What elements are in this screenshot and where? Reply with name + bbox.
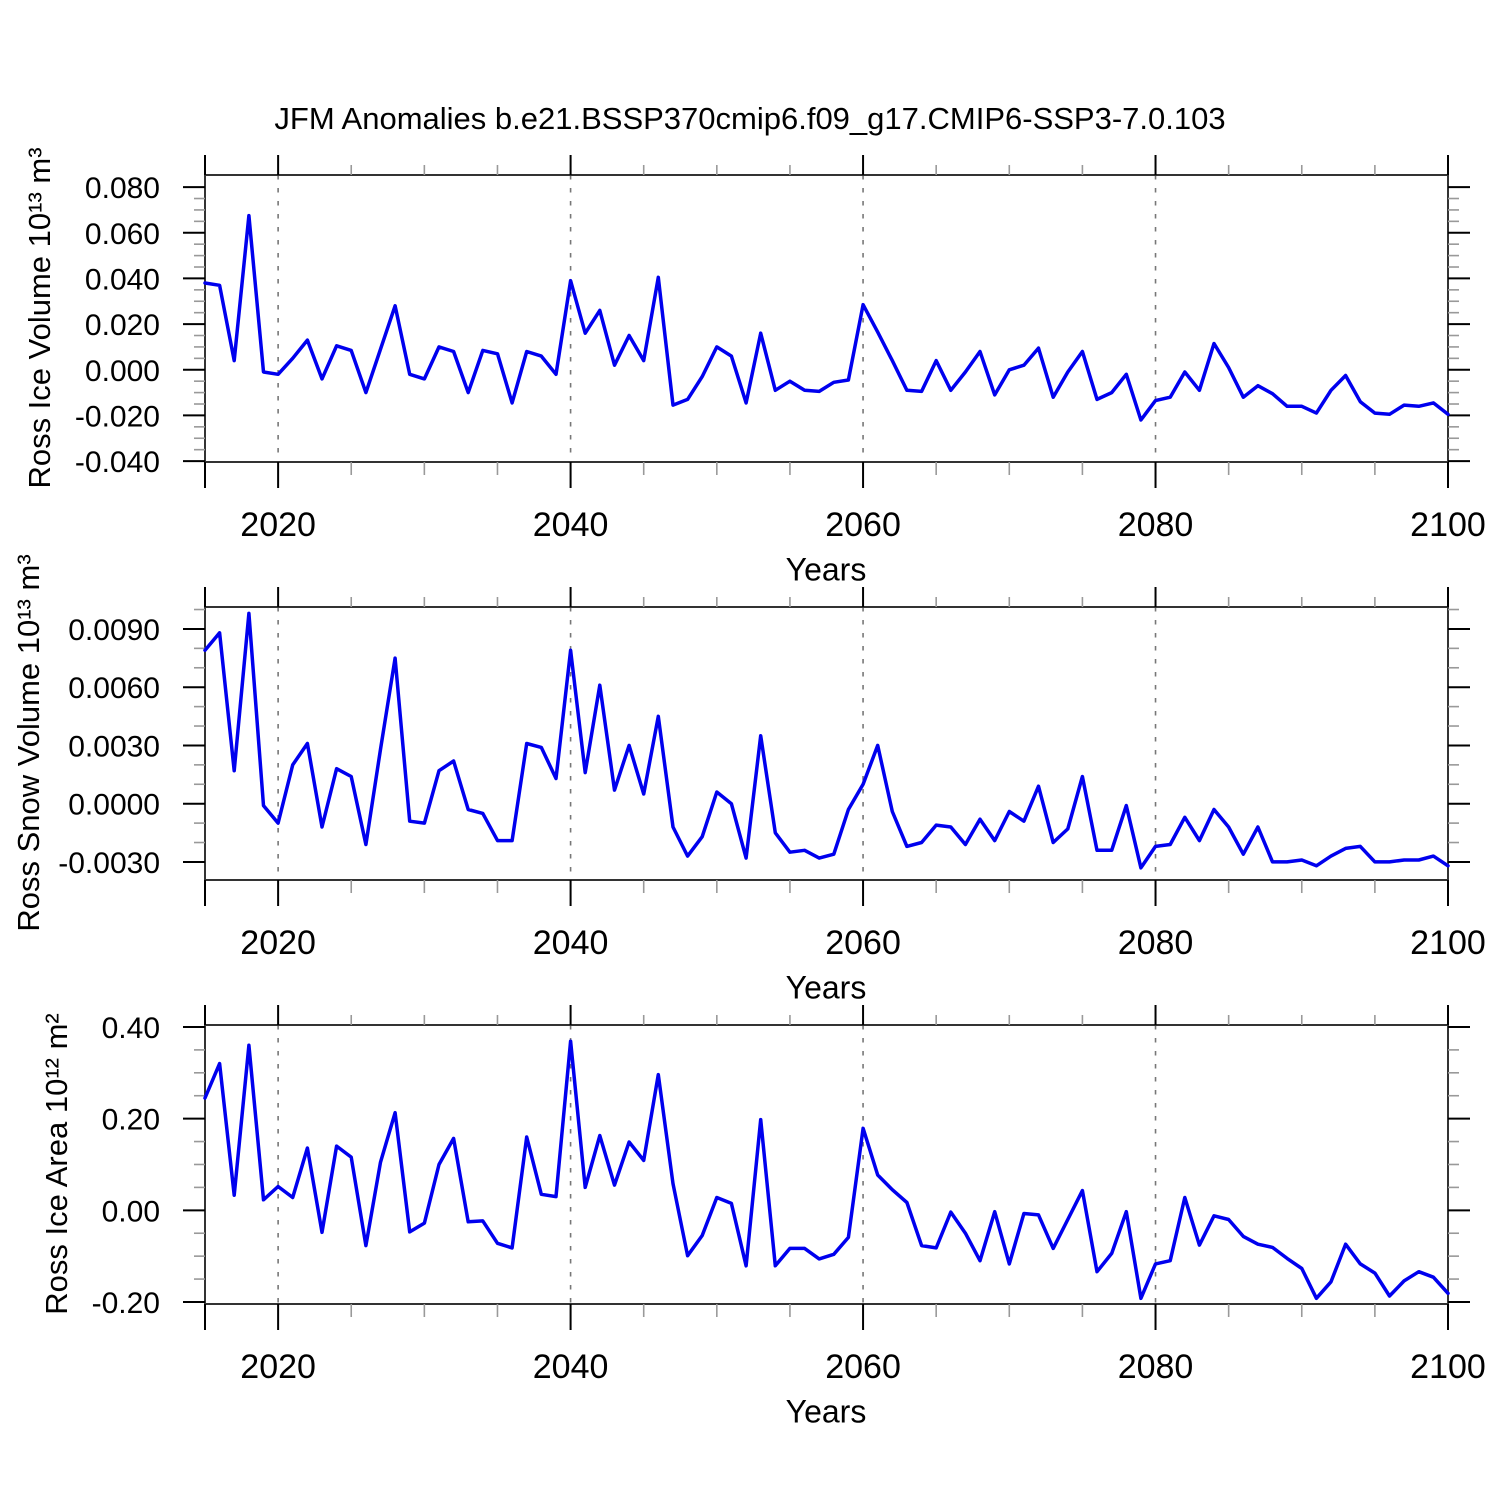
y-tick-label: -0.0030 [58, 847, 160, 880]
y-tick-label: 0.0090 [68, 614, 160, 647]
panel-3-frame [204, 1024, 1449, 1305]
y-tick-label: 0.000 [85, 355, 160, 388]
data-line-panel-3 [203, 1039, 1450, 1301]
y-tick-label: 0.20 [102, 1104, 160, 1137]
x-tick-label: 2020 [240, 1348, 316, 1386]
y-tick-label: 0.020 [85, 309, 160, 342]
x-tick-label: 2040 [533, 924, 609, 962]
data-line-panel-1 [203, 213, 1450, 422]
y-tick-label: 0.40 [102, 1012, 160, 1045]
y-tick-label: -0.20 [92, 1287, 160, 1320]
y-tick-label: 0.0030 [68, 730, 160, 763]
x-tick-label: 2060 [825, 924, 901, 962]
x-tick-label: 2080 [1118, 1348, 1194, 1386]
y-tick-label: 0.0000 [68, 789, 160, 822]
chart-title: JFM Anomalies b.e21.BSSP370cmip6.f09_g17… [274, 101, 1226, 136]
x-tick-label: 2020 [240, 506, 316, 544]
panel-1-frame [204, 174, 1449, 463]
x-tick-label: 2100 [1410, 506, 1486, 544]
data-line-panel-2 [203, 611, 1450, 870]
y-tick-label: -0.020 [75, 400, 160, 433]
y-tick-label: 0.040 [85, 263, 160, 296]
x-tick-label: 2080 [1118, 506, 1194, 544]
x-tick-label: 2020 [240, 924, 316, 962]
x-tick-label: 2080 [1118, 924, 1194, 962]
panel-2-frame [204, 606, 1449, 881]
x-axis-label-years-top: Years [785, 551, 867, 588]
y-tick-label: 0.00 [102, 1195, 160, 1228]
y-tick-label: -0.040 [75, 446, 160, 479]
x-tick-label: 2060 [825, 1348, 901, 1386]
x-tick-label: 2040 [533, 506, 609, 544]
y-tick-label: 0.080 [85, 172, 160, 205]
x-axis-label-years-bottom: Years [785, 1393, 867, 1430]
y-tick-label: 0.0060 [68, 672, 160, 705]
x-axis-label-years-middle: Years [785, 969, 867, 1006]
x-tick-label: 2100 [1410, 1348, 1486, 1386]
x-tick-label: 2060 [825, 506, 901, 544]
y-tick-label: 0.060 [85, 218, 160, 251]
x-tick-label: 2040 [533, 1348, 609, 1386]
x-tick-label: 2100 [1410, 924, 1486, 962]
